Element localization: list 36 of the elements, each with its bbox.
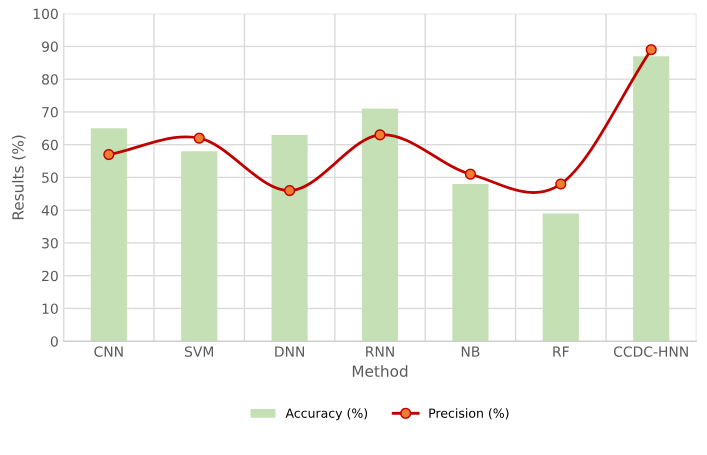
y-tick-label: 10 (42, 303, 58, 314)
x-tick-label: CCDC-HNN (614, 346, 688, 357)
x-tick-label: SVM (184, 346, 214, 357)
bar (452, 184, 488, 342)
bar (90, 128, 127, 342)
y-tick-label: 60 (42, 140, 58, 150)
bar (362, 108, 398, 342)
y-tick-label: 100 (34, 8, 58, 20)
legend-label: Accuracy (%) (286, 408, 368, 420)
y-axis-title: Results (%) (12, 136, 26, 220)
x-tick-label: DNN (275, 346, 304, 357)
y-tick-label: 20 (42, 270, 58, 282)
bar (272, 134, 308, 342)
x-tick-label: RNN (366, 346, 394, 357)
y-tick-label: 70 (42, 106, 58, 118)
y-tick-label: 50 (42, 172, 58, 183)
x-tick-label: CNN (94, 346, 123, 357)
bar (633, 56, 670, 342)
point (194, 132, 205, 144)
legend-label: Precision (%) (429, 408, 508, 420)
point (103, 148, 114, 160)
point (284, 185, 296, 196)
point (555, 178, 566, 190)
point (464, 168, 476, 180)
x-tick-label: RF (553, 346, 569, 357)
y-tick-label: 0 (50, 336, 58, 347)
x-axis-title: Method (352, 365, 408, 377)
y-tick-label: 80 (42, 74, 58, 85)
point (374, 129, 386, 140)
y-tick-label: 40 (42, 205, 58, 216)
x-tick-label: NB (462, 346, 480, 357)
y-tick-label: 30 (42, 238, 58, 248)
y-tick-label: 90 (42, 41, 58, 52)
bar (542, 213, 579, 342)
bar (181, 151, 218, 342)
point (646, 44, 657, 56)
